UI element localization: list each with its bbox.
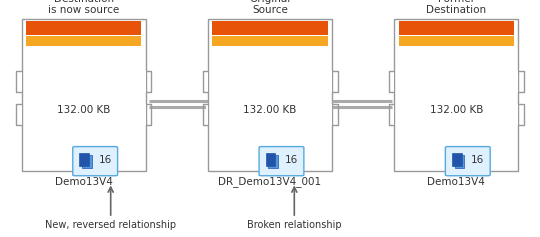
Text: Demo13V4: Demo13V4: [427, 177, 485, 187]
Text: Source: Source: [252, 5, 288, 15]
Bar: [212, 36, 328, 46]
Text: DR_Demo13V4_001: DR_Demo13V4_001: [219, 177, 321, 187]
Text: 16: 16: [285, 155, 298, 165]
Bar: [517, 104, 518, 125]
Bar: [82, 155, 92, 168]
Bar: [208, 19, 332, 171]
Bar: [330, 104, 332, 125]
Bar: [266, 154, 275, 166]
FancyBboxPatch shape: [259, 146, 304, 176]
Text: Demo13V4: Demo13V4: [55, 177, 113, 187]
Text: Original: Original: [249, 0, 291, 4]
Bar: [206, 71, 208, 92]
Text: 16: 16: [471, 155, 484, 165]
Bar: [517, 71, 518, 92]
Text: 132.00 KB: 132.00 KB: [430, 105, 483, 115]
FancyBboxPatch shape: [446, 146, 490, 176]
Bar: [206, 104, 208, 125]
Bar: [330, 71, 332, 92]
Bar: [393, 71, 394, 92]
Bar: [399, 21, 514, 35]
Text: New, reversed relationship: New, reversed relationship: [45, 220, 176, 230]
Bar: [399, 36, 514, 46]
Bar: [212, 21, 328, 35]
Bar: [79, 154, 89, 166]
Bar: [22, 19, 146, 171]
Text: 132.00 KB: 132.00 KB: [244, 105, 296, 115]
Bar: [26, 36, 141, 46]
Bar: [268, 155, 278, 168]
Bar: [455, 155, 464, 168]
Bar: [26, 21, 141, 35]
Bar: [394, 19, 518, 171]
Text: Destination: Destination: [53, 0, 114, 4]
Bar: [20, 104, 22, 125]
Text: 16: 16: [99, 155, 112, 165]
Bar: [20, 71, 22, 92]
Text: Broken relationship: Broken relationship: [247, 220, 342, 230]
Text: 132.00 KB: 132.00 KB: [57, 105, 110, 115]
FancyBboxPatch shape: [73, 146, 118, 176]
Bar: [144, 71, 146, 92]
Bar: [393, 104, 394, 125]
Text: Destination: Destination: [426, 5, 487, 15]
Bar: [452, 154, 462, 166]
Text: Former: Former: [438, 0, 475, 4]
Bar: [144, 104, 146, 125]
Text: is now source: is now source: [48, 5, 119, 15]
